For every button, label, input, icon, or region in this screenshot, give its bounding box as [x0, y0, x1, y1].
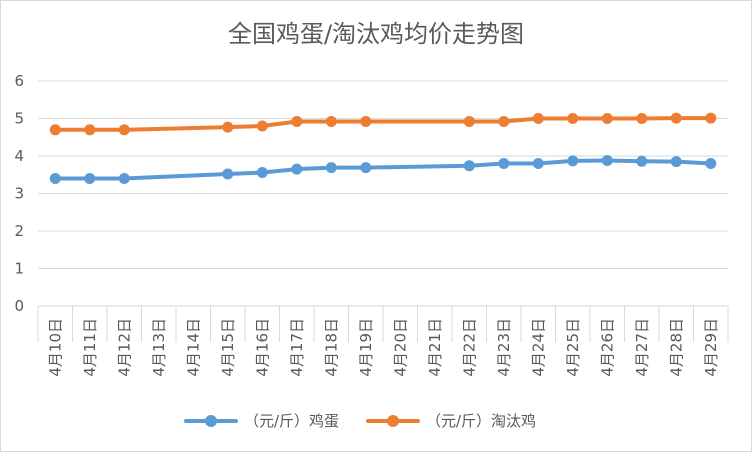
series-line-0	[53, 158, 713, 181]
data-point	[601, 155, 613, 166]
x-tick-label: 4月20日	[391, 318, 409, 377]
data-point	[360, 162, 372, 174]
x-tick-label: 4月15日	[219, 318, 237, 377]
data-point	[118, 124, 130, 136]
x-tick-label: 4月21日	[426, 318, 444, 377]
data-point	[463, 160, 475, 172]
data-point	[636, 113, 648, 124]
data-point	[532, 113, 544, 124]
y-tick-label: 6	[14, 72, 24, 90]
data-point	[84, 124, 96, 136]
x-tick-label: 4月23日	[495, 318, 513, 377]
x-tick-label: 4月12日	[115, 318, 133, 377]
y-tick-label: 5	[14, 110, 24, 128]
data-point	[84, 173, 96, 184]
x-tick-label: 4月22日	[460, 318, 478, 377]
data-point	[118, 173, 130, 184]
data-point	[705, 158, 717, 169]
data-point	[291, 116, 303, 127]
x-tick-label: 4月25日	[564, 318, 582, 377]
data-point	[256, 167, 268, 178]
data-point	[705, 112, 717, 124]
data-point	[222, 168, 234, 180]
legend-swatch-marker	[205, 415, 217, 427]
data-point	[601, 113, 613, 124]
data-point	[49, 173, 61, 184]
x-tick-label: 4月17日	[288, 318, 306, 377]
x-tick-label: 4月13日	[150, 318, 168, 377]
data-point	[532, 158, 544, 169]
y-tick-label: 2	[14, 222, 24, 240]
y-tick-label: 0	[14, 297, 24, 315]
x-tick-label: 4月16日	[253, 318, 271, 377]
legend-label: （元/斤）淘汰鸡	[426, 412, 536, 430]
series-line-1	[53, 116, 713, 132]
y-tick-label: 3	[14, 185, 24, 203]
data-point	[222, 121, 234, 133]
legend-swatch-marker	[387, 415, 399, 427]
x-tick-label: 4月10日	[46, 318, 64, 377]
x-tick-label: 4月26日	[598, 318, 616, 377]
x-tick-label: 4月19日	[357, 318, 375, 377]
data-point	[291, 163, 303, 175]
data-point	[567, 113, 579, 124]
data-point	[498, 116, 510, 127]
data-point	[498, 158, 510, 169]
data-point	[360, 116, 372, 127]
x-tick-label: 4月11日	[81, 318, 99, 377]
x-tick-label: 4月27日	[633, 318, 651, 377]
data-point	[463, 116, 475, 127]
x-tick-label: 4月18日	[322, 318, 340, 377]
data-point	[567, 155, 579, 167]
data-point	[325, 116, 337, 127]
data-point	[325, 162, 337, 174]
x-tick-label: 4月14日	[184, 318, 202, 377]
y-tick-label: 1	[14, 260, 24, 278]
x-tick-label: 4月24日	[529, 318, 547, 377]
data-point	[256, 120, 268, 132]
x-tick-label: 4月29日	[702, 318, 720, 377]
chart-title: 全国鸡蛋/淘汰鸡均价走势图	[227, 20, 525, 48]
x-tick-label: 4月28日	[667, 318, 685, 377]
data-point	[670, 156, 682, 168]
y-tick-label: 4	[14, 147, 24, 165]
data-point	[49, 124, 61, 136]
data-point	[670, 112, 682, 124]
data-point	[636, 155, 648, 167]
legend-label: （元/斤）鸡蛋	[244, 412, 339, 430]
